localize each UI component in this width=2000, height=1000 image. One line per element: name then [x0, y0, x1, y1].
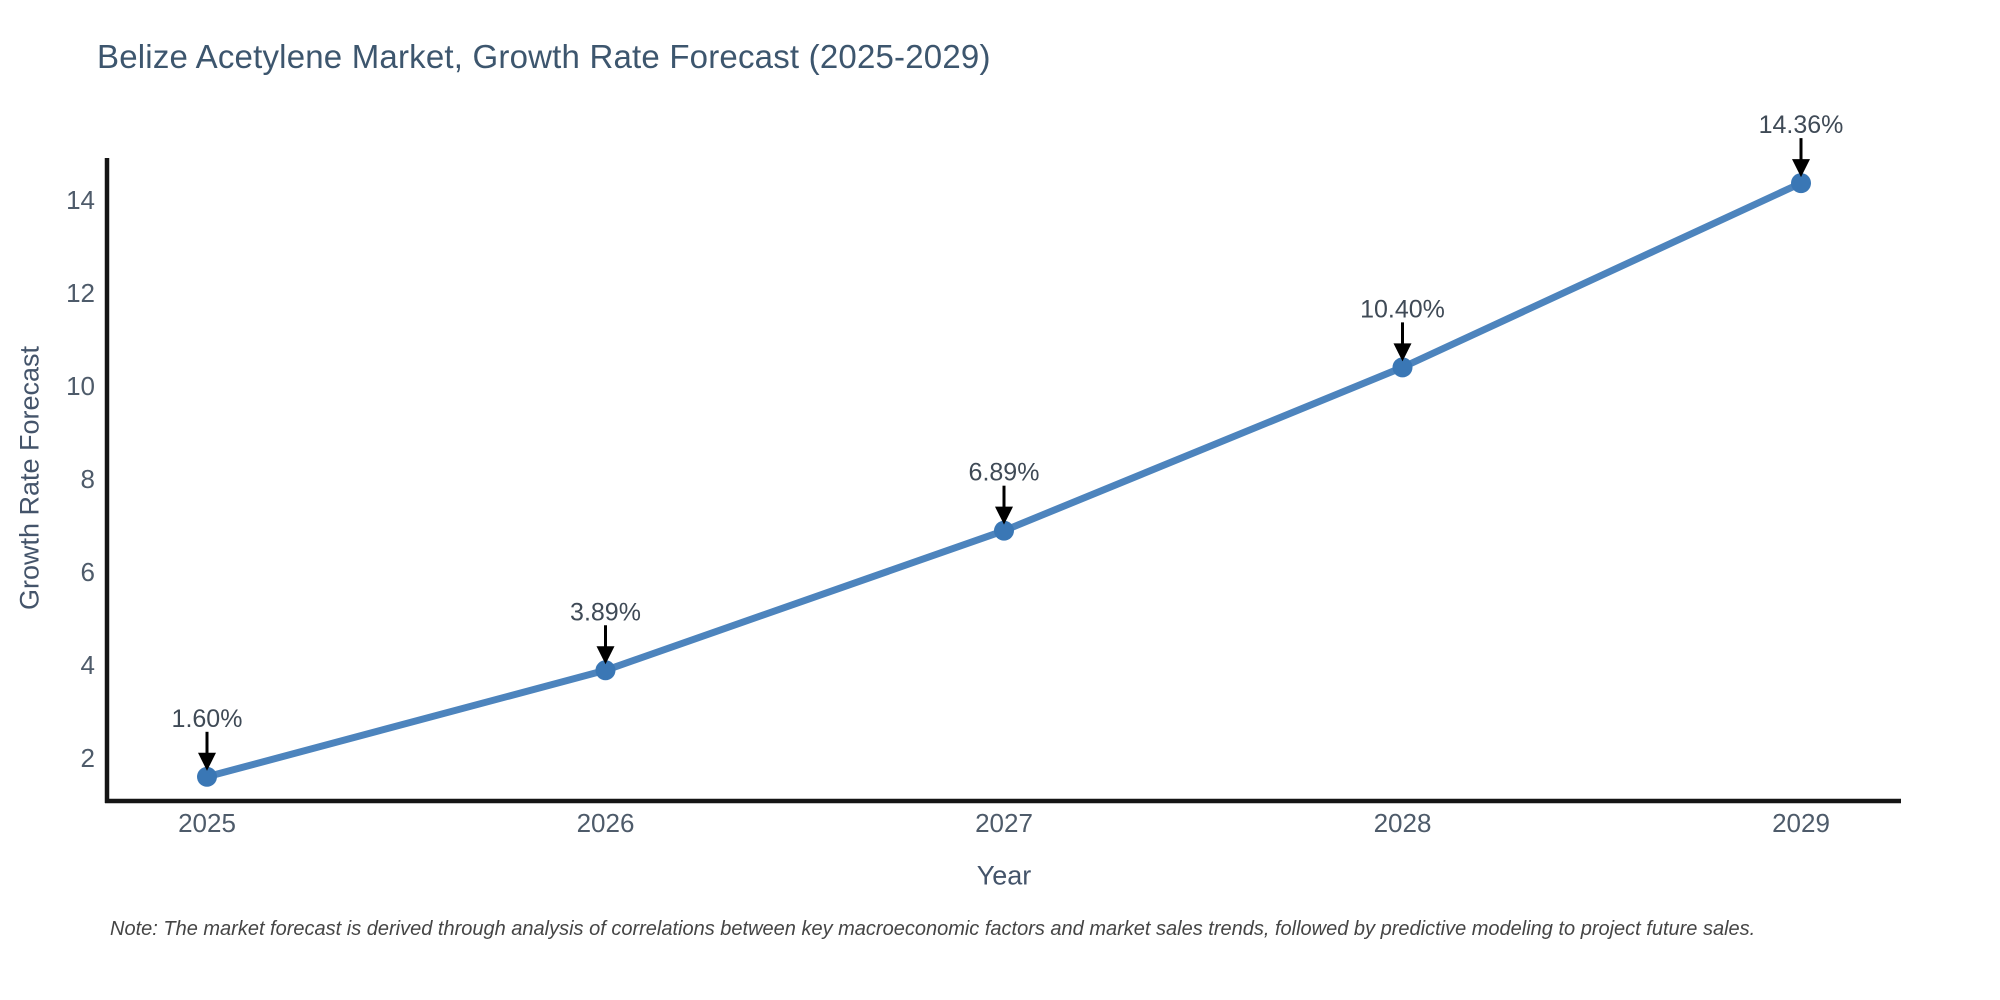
y-tick-label: 12 [66, 278, 95, 308]
x-tick-label: 2026 [577, 808, 635, 838]
point-label: 1.60% [172, 705, 243, 733]
y-tick-label: 8 [81, 464, 95, 494]
data-point-marker [1791, 173, 1811, 194]
x-axis-label: Year [976, 860, 1032, 891]
data-point-marker [197, 766, 217, 787]
point-label: 6.89% [969, 459, 1040, 487]
point-label: 3.89% [570, 598, 641, 626]
x-tick-label: 2028 [1374, 808, 1432, 838]
point-label: 10.40% [1360, 295, 1445, 323]
x-tick-label: 2027 [975, 808, 1033, 838]
chart-title: Belize Acetylene Market, Growth Rate For… [97, 38, 991, 75]
annotation-arrow-head [596, 646, 615, 665]
point-label: 14.36% [1759, 111, 1844, 139]
y-tick-label: 6 [81, 557, 95, 587]
data-point-marker [994, 520, 1014, 541]
data-point-marker [595, 660, 616, 681]
annotation-arrow-head [1393, 343, 1412, 362]
y-tick-label: 10 [66, 371, 95, 401]
y-tick-label: 4 [81, 650, 95, 680]
y-tick-label: 2 [81, 743, 95, 773]
y-tick-label: 14 [66, 185, 95, 215]
footnote: Note: The market forecast is derived thr… [110, 918, 1756, 940]
x-tick-label: 2025 [178, 808, 236, 838]
annotation-arrow-head [995, 506, 1013, 525]
data-point-marker [1392, 357, 1413, 378]
x-tick-label: 2029 [1772, 808, 1830, 838]
annotation-arrow-head [1792, 159, 1810, 178]
annotation-arrow-head [198, 752, 216, 771]
